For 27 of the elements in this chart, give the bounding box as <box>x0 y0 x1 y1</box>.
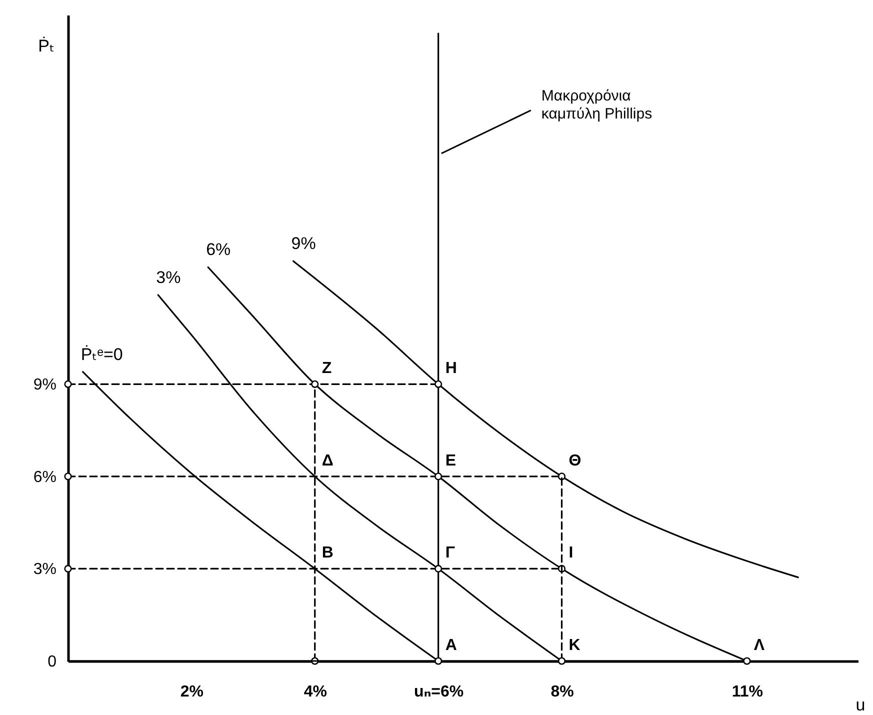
annotation: Λ <box>754 637 765 654</box>
y-tick-label: 3% <box>33 561 56 578</box>
x-tick-label: 2% <box>180 684 204 700</box>
annotation: Z <box>322 360 332 378</box>
annotation: Μακροχρόνια καμπύλη Phillips <box>541 87 652 122</box>
y-tick-label: 6% <box>33 468 56 486</box>
y-tick-label: 9% <box>33 376 56 394</box>
series-label: 3% <box>156 268 181 287</box>
annotation: Θ <box>568 452 582 470</box>
x-axis-title: u <box>856 696 866 714</box>
annotation: H <box>445 360 457 378</box>
x-tick-label: 11% <box>732 684 763 700</box>
x-tick-label: 8% <box>550 684 574 700</box>
annotation: E <box>445 452 456 470</box>
annotation: A <box>445 637 458 654</box>
series-label: Ṗₜᵉ=0 <box>80 344 123 364</box>
annotation: B <box>322 544 334 562</box>
series-label: 6% <box>206 240 231 260</box>
x-tick-label: 4% <box>304 684 327 700</box>
annotation: I <box>568 544 574 562</box>
annotation: Γ <box>445 544 456 562</box>
y-tick-label: 0 <box>48 654 57 670</box>
series-label: 9% <box>291 234 316 254</box>
x-tick-label: uₙ=6% <box>414 684 464 700</box>
annotation: K <box>568 637 581 654</box>
annotation: Δ <box>322 452 334 470</box>
y-axis-title: Ṗₜ <box>38 36 54 56</box>
